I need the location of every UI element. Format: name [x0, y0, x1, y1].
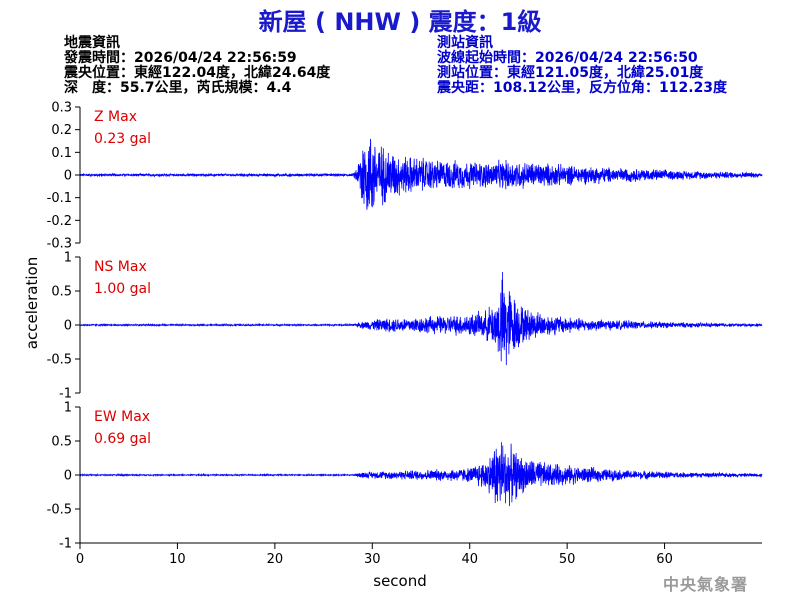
y-tick-label: -0.3: [47, 237, 72, 252]
agency-watermark: 中央氣象署: [662, 575, 748, 594]
depth-magnitude: 深 度：55.7公里，芮氏規模：4.4: [64, 80, 292, 96]
panel-name: EW Max: [94, 409, 150, 425]
y-axis-label: acceleration: [23, 257, 41, 349]
y-tick-label: -0.5: [47, 503, 72, 518]
panel-max-value: 1.00 gal: [94, 281, 151, 297]
waveform-trace-1: [79, 138, 763, 210]
event-info-heading: 地震資訊: [64, 35, 120, 51]
panel-name: NS Max: [94, 259, 147, 275]
y-tick-label: 0: [64, 469, 72, 484]
chart-title: 新屋 ( NHW ) 震度：1級: [258, 8, 542, 36]
x-tick-label: 0: [76, 552, 84, 567]
x-tick-label: 50: [559, 552, 576, 567]
origin-time: 發震時間：2026/04/24 22:56:59: [64, 50, 297, 66]
y-tick-label: -0.5: [47, 353, 72, 368]
y-tick-label: 0.5: [51, 435, 72, 450]
y-tick-label: -1: [59, 537, 72, 552]
x-tick-label: 30: [364, 552, 381, 567]
y-tick-label: 0: [64, 319, 72, 334]
y-tick-label: -0.1: [47, 191, 72, 206]
panel-name: Z Max: [94, 109, 137, 125]
station-info-heading: 測站資訊: [437, 35, 493, 51]
x-tick-label: 20: [267, 552, 284, 567]
x-tick-label: 10: [169, 552, 186, 567]
x-axis-label: second: [373, 572, 427, 590]
x-tick-label: 40: [461, 552, 478, 567]
y-tick-label: 0.3: [51, 101, 72, 116]
station-info: 測站資訊 波線起始時間：2026/04/24 22:56:50 測站位置：東經1…: [437, 36, 727, 96]
x-tick-label: 60: [656, 552, 673, 567]
epicentral-distance: 震央距：108.12公里，反方位角：112.23度: [437, 80, 728, 96]
event-info: 地震資訊 發震時間：2026/04/24 22:56:59 震央位置：東經122…: [64, 36, 330, 96]
y-tick-label: 0.5: [51, 285, 72, 300]
y-tick-label: -0.2: [47, 214, 72, 229]
waveform-trace-3: [79, 442, 763, 507]
y-tick-label: 0.1: [51, 146, 72, 161]
waveform-trace-2: [79, 271, 763, 366]
y-tick-label: 0: [64, 169, 72, 184]
y-tick-label: 1: [64, 251, 72, 266]
wave-start-time: 波線起始時間：2026/04/24 22:56:50: [437, 50, 698, 66]
panel-max-value: 0.23 gal: [94, 131, 151, 147]
epicenter-location: 震央位置：東經122.04度，北緯24.64度: [64, 65, 331, 81]
station-location: 測站位置：東經121.05度，北緯25.01度: [437, 65, 704, 81]
y-tick-label: 0.2: [51, 123, 72, 138]
panel-max-value: 0.69 gal: [94, 431, 151, 447]
y-tick-label: -1: [59, 387, 72, 402]
y-tick-label: 1: [64, 401, 72, 416]
